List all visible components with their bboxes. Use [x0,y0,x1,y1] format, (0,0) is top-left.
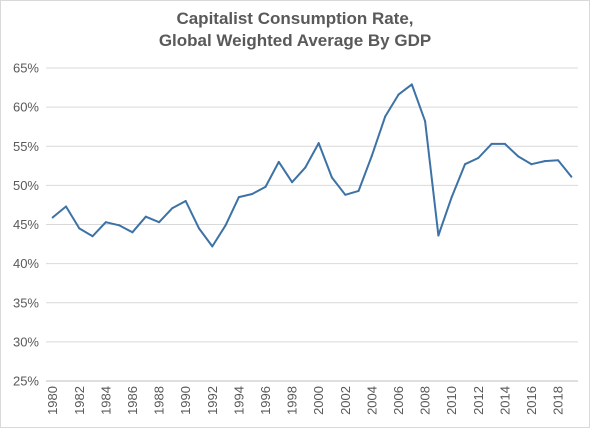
x-tick-label: 1992 [205,386,220,415]
x-tick-label: 1986 [125,386,140,415]
data-point [370,154,373,157]
data-point [384,115,387,118]
data-point [64,205,67,208]
x-tick-label: 2016 [524,386,539,415]
x-tick-label: 2010 [444,386,459,415]
gridlines [46,67,578,343]
data-point [450,196,453,199]
x-tick-label: 1998 [285,386,300,415]
y-tick-label: 50% [13,178,39,193]
data-point [91,235,94,238]
chart-title-line-1: Capitalist Consumption Rate, [176,9,414,28]
data-point [344,193,347,196]
data-point [543,160,546,163]
x-tick-label: 2018 [551,386,566,415]
data-point [237,196,240,199]
data-point [224,224,227,227]
y-tick-label: 45% [13,217,39,232]
data-point [118,224,121,227]
x-tick-label: 2002 [338,386,353,415]
data-point [330,176,333,179]
data-point [357,189,360,192]
data-point [570,175,573,178]
x-tick-label: 1994 [231,386,246,415]
y-tick-label: 55% [13,139,39,154]
data-point [158,221,161,224]
data-point [437,234,440,237]
data-point [197,227,200,230]
series-line [51,83,573,248]
data-point [264,185,267,188]
data-points [51,83,573,248]
data-point [490,142,493,145]
data-point [78,227,81,230]
data-point [557,159,560,162]
x-tick-label: 2008 [418,386,433,415]
x-tick-label: 1996 [258,386,273,415]
data-point [410,83,413,86]
data-point [304,166,307,169]
x-tick-label: 2004 [364,386,379,415]
x-tick-label: 1980 [45,386,60,415]
data-point [503,142,506,145]
x-axis-tick-labels: 1980 1982 1984 1986 1988 1990 1992 1994 1996 1998… [45,386,565,415]
x-tick-label: 2014 [497,386,512,415]
data-point [171,207,174,210]
data-point [51,216,54,219]
data-point [131,231,134,234]
x-tick-label: 1990 [178,386,193,415]
x-tick-label: 2012 [471,386,486,415]
x-tick-label: 2006 [391,386,406,415]
data-point [104,221,107,224]
y-tick-label: 35% [13,295,39,310]
data-point [277,160,280,163]
data-point [211,245,214,248]
data-point [477,156,480,159]
data-point [517,155,520,158]
y-axis-tick-labels: 25% 30% 35% 40% 45% 50% 55% 60% 65% [13,61,39,389]
y-tick-label: 25% [13,374,39,389]
data-point [184,200,187,203]
y-tick-label: 65% [13,61,39,76]
y-tick-label: 60% [13,100,39,115]
x-tick-label: 1984 [98,386,113,415]
x-tick-label: 1982 [72,386,87,415]
data-point [291,181,294,184]
y-tick-label: 30% [13,334,39,349]
data-point [144,215,147,218]
x-tick-label: 2000 [311,386,326,415]
chart-title-line-2: Global Weighted Average By GDP [158,31,432,50]
data-point [317,142,320,145]
x-tick-label: 1988 [152,386,167,415]
data-point [251,192,254,195]
data-point [397,93,400,96]
data-point [463,163,466,166]
y-tick-label: 40% [13,256,39,271]
data-point [424,120,427,123]
data-point [530,163,533,166]
